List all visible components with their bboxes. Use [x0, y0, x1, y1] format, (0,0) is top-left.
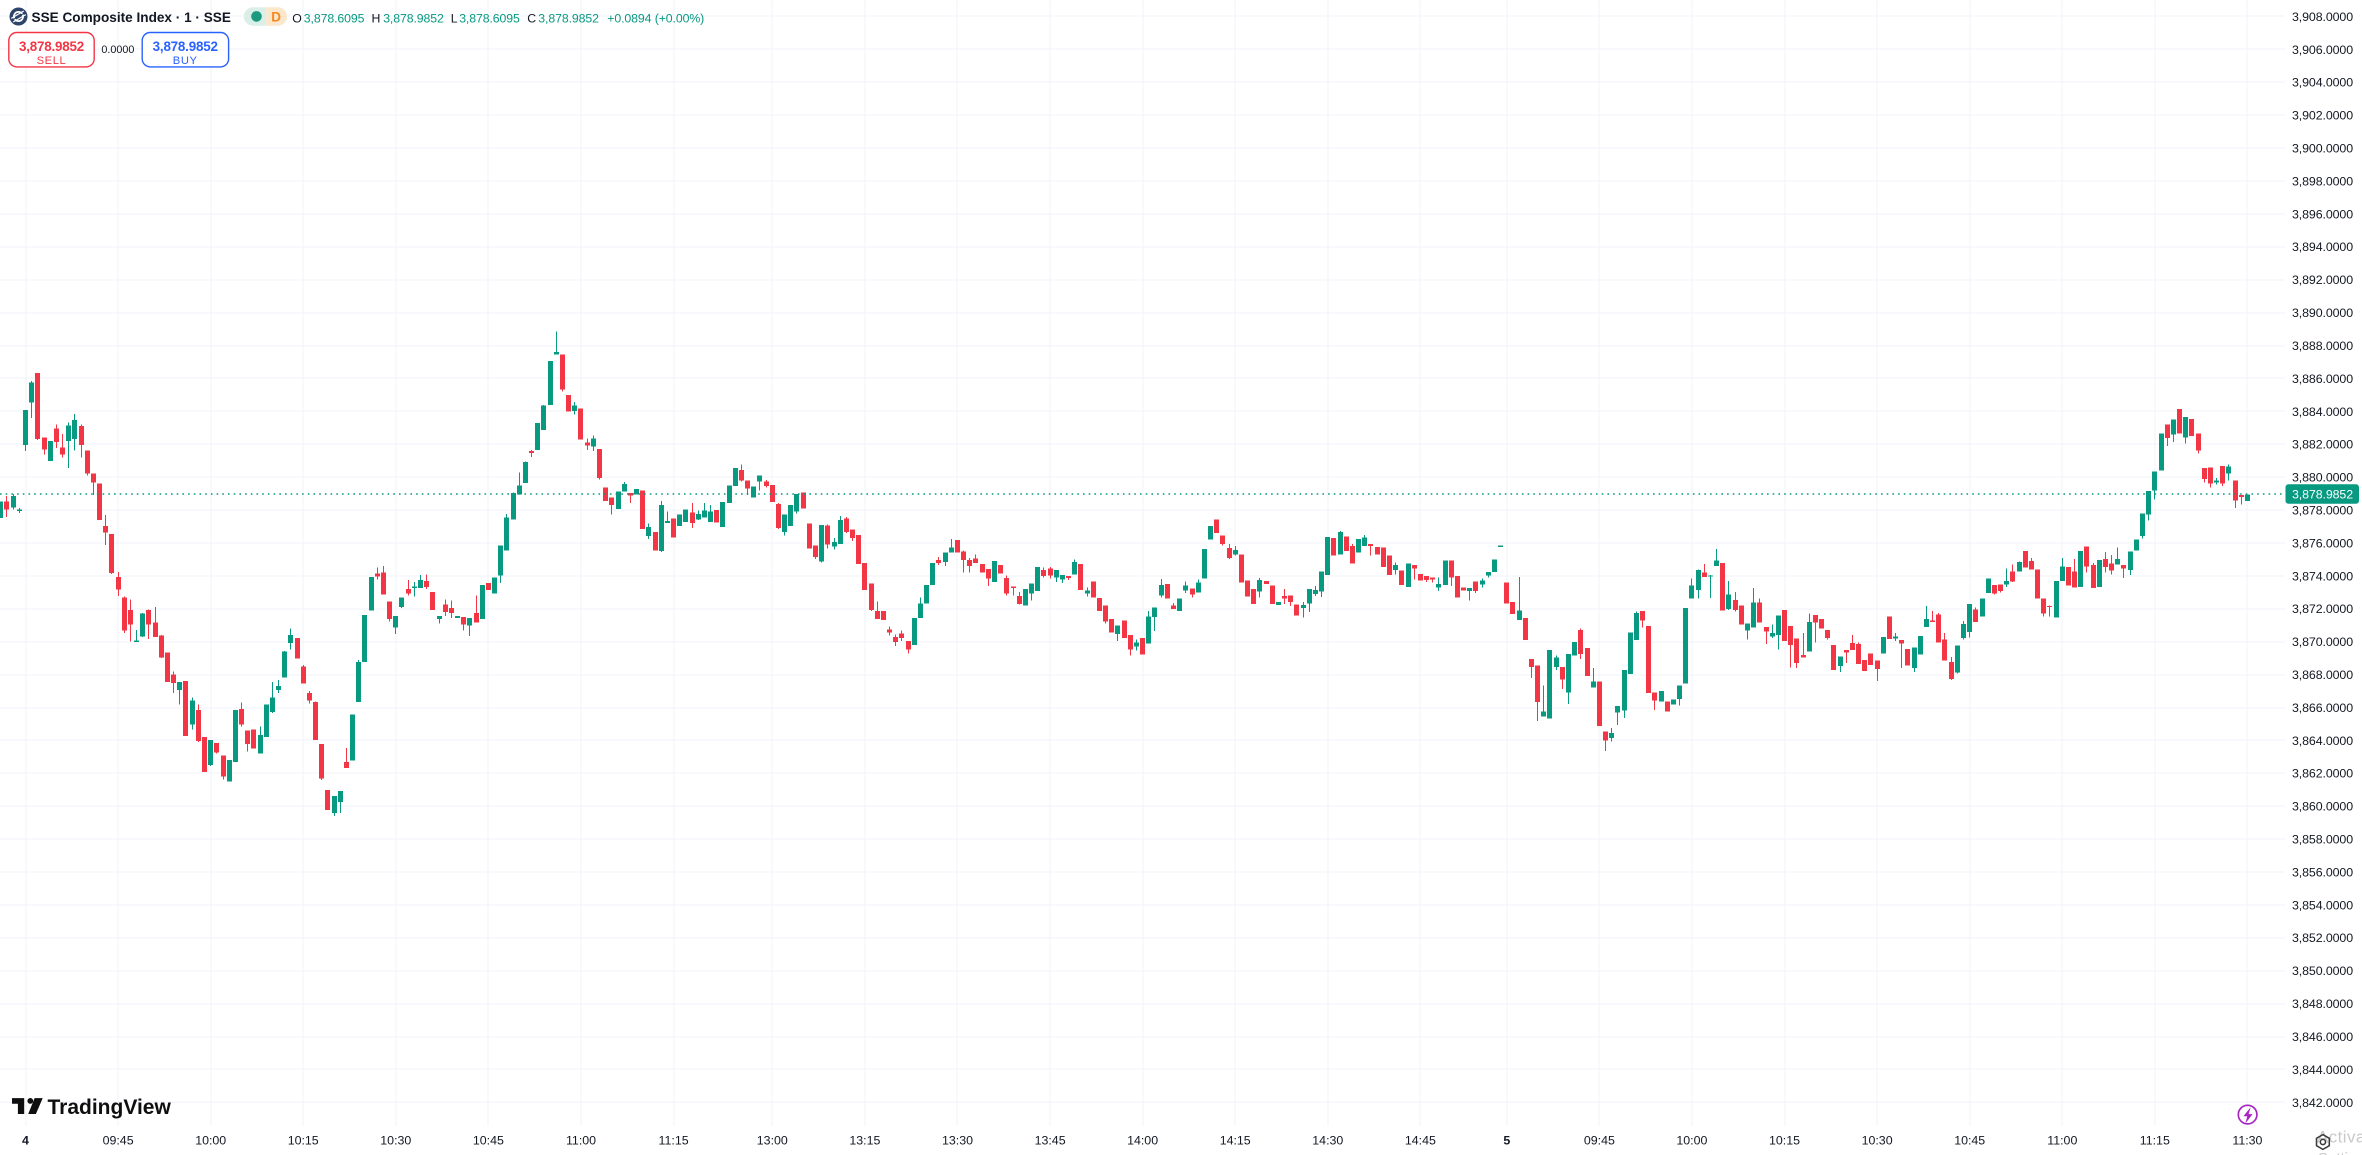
- svg-text:14:00: 14:00: [1127, 1134, 1158, 1148]
- svg-text:3,888.0000: 3,888.0000: [2292, 339, 2353, 353]
- svg-text:3,906.0000: 3,906.0000: [2292, 43, 2353, 57]
- svg-text:14:30: 14:30: [1312, 1134, 1343, 1148]
- svg-text:3,878.6095: 3,878.6095: [459, 11, 520, 25]
- svg-text:3,904.0000: 3,904.0000: [2292, 76, 2353, 90]
- svg-text:Activa: Activa: [2317, 1127, 2362, 1146]
- svg-text:3,878.9852: 3,878.9852: [19, 39, 84, 54]
- svg-text:H: H: [372, 11, 381, 25]
- svg-text:11:00: 11:00: [2047, 1134, 2077, 1148]
- svg-text:10:15: 10:15: [288, 1134, 319, 1148]
- svg-text:Settings: Settings: [2318, 1150, 2362, 1155]
- svg-text:14:45: 14:45: [1405, 1134, 1436, 1148]
- svg-text:3,884.0000: 3,884.0000: [2292, 405, 2353, 419]
- svg-text:3,868.0000: 3,868.0000: [2292, 668, 2353, 682]
- svg-text:3,900.0000: 3,900.0000: [2292, 142, 2353, 156]
- svg-text:3,878.9852: 3,878.9852: [153, 39, 218, 54]
- svg-text:4: 4: [22, 1134, 29, 1148]
- svg-text:3,866.0000: 3,866.0000: [2292, 701, 2353, 715]
- svg-text:10:45: 10:45: [1954, 1134, 1985, 1148]
- svg-text:3,882.0000: 3,882.0000: [2292, 438, 2353, 452]
- svg-text:0.0000: 0.0000: [101, 44, 134, 56]
- svg-text:TradingView: TradingView: [48, 1096, 172, 1119]
- svg-text:3,872.0000: 3,872.0000: [2292, 602, 2353, 616]
- svg-text:10:30: 10:30: [1862, 1134, 1893, 1148]
- svg-text:13:00: 13:00: [757, 1134, 788, 1148]
- svg-text:3,850.0000: 3,850.0000: [2292, 964, 2353, 978]
- svg-text:11:15: 11:15: [659, 1134, 689, 1148]
- svg-text:3,860.0000: 3,860.0000: [2292, 800, 2353, 814]
- svg-text:C: C: [527, 11, 536, 25]
- svg-text:3,878.0000: 3,878.0000: [2292, 504, 2353, 518]
- svg-text:13:15: 13:15: [849, 1134, 880, 1148]
- svg-text:3,876.0000: 3,876.0000: [2292, 536, 2353, 550]
- svg-text:D: D: [271, 9, 281, 24]
- svg-text:11:00: 11:00: [566, 1134, 596, 1148]
- svg-text:3,908.0000: 3,908.0000: [2292, 10, 2353, 24]
- svg-text:3,870.0000: 3,870.0000: [2292, 635, 2353, 649]
- svg-text:3,896.0000: 3,896.0000: [2292, 207, 2353, 221]
- svg-text:3,886.0000: 3,886.0000: [2292, 372, 2353, 386]
- svg-text:BUY: BUY: [173, 55, 198, 67]
- svg-text:10:45: 10:45: [473, 1134, 504, 1148]
- svg-text:SELL: SELL: [37, 55, 67, 67]
- svg-text:3,848.0000: 3,848.0000: [2292, 997, 2353, 1011]
- svg-text:09:45: 09:45: [1584, 1134, 1615, 1148]
- svg-text:O: O: [292, 11, 301, 25]
- svg-text:3,856.0000: 3,856.0000: [2292, 865, 2353, 879]
- svg-text:3,878.9852: 3,878.9852: [383, 11, 444, 25]
- svg-text:3,842.0000: 3,842.0000: [2292, 1096, 2353, 1110]
- svg-text:13:45: 13:45: [1035, 1134, 1066, 1148]
- svg-text:3,852.0000: 3,852.0000: [2292, 931, 2353, 945]
- svg-text:3,878.6095: 3,878.6095: [304, 11, 365, 25]
- svg-text:10:30: 10:30: [380, 1134, 411, 1148]
- svg-text:09:45: 09:45: [103, 1134, 134, 1148]
- svg-text:+0.0894 (+0.00%): +0.0894 (+0.00%): [607, 11, 704, 25]
- svg-text:14:15: 14:15: [1220, 1134, 1251, 1148]
- svg-text:L: L: [451, 11, 458, 25]
- svg-text:10:00: 10:00: [195, 1134, 226, 1148]
- svg-text:5: 5: [1503, 1134, 1510, 1148]
- svg-text:10:00: 10:00: [1676, 1134, 1707, 1148]
- svg-text:3,858.0000: 3,858.0000: [2292, 833, 2353, 847]
- svg-text:13:30: 13:30: [942, 1134, 973, 1148]
- svg-text:3,878.9852: 3,878.9852: [538, 11, 599, 25]
- svg-text:3,844.0000: 3,844.0000: [2292, 1063, 2353, 1077]
- svg-text:11:15: 11:15: [2140, 1134, 2170, 1148]
- svg-text:3,894.0000: 3,894.0000: [2292, 240, 2353, 254]
- svg-text:11:30: 11:30: [2232, 1134, 2262, 1148]
- svg-text:3,878.9852: 3,878.9852: [2292, 488, 2353, 502]
- svg-text:3,864.0000: 3,864.0000: [2292, 734, 2353, 748]
- svg-text:3,880.0000: 3,880.0000: [2292, 471, 2353, 485]
- svg-text:3,898.0000: 3,898.0000: [2292, 174, 2353, 188]
- svg-text:SSE Composite Index · 1 · SSE: SSE Composite Index · 1 · SSE: [32, 10, 231, 25]
- svg-text:3,874.0000: 3,874.0000: [2292, 569, 2353, 583]
- svg-text:3,890.0000: 3,890.0000: [2292, 306, 2353, 320]
- svg-text:3,854.0000: 3,854.0000: [2292, 898, 2353, 912]
- svg-text:3,862.0000: 3,862.0000: [2292, 767, 2353, 781]
- svg-text:3,892.0000: 3,892.0000: [2292, 273, 2353, 287]
- svg-text:3,902.0000: 3,902.0000: [2292, 109, 2353, 123]
- svg-text:10:15: 10:15: [1769, 1134, 1800, 1148]
- svg-text:3,846.0000: 3,846.0000: [2292, 1030, 2353, 1044]
